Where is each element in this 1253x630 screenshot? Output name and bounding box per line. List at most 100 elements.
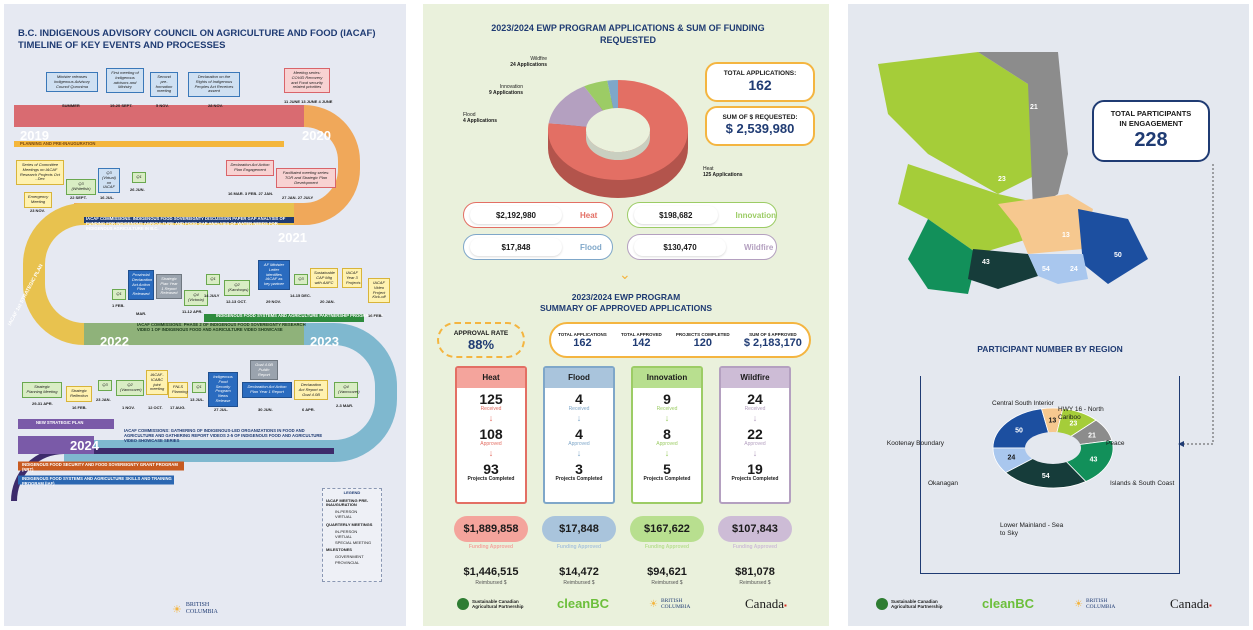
note-event: Q3 [98, 380, 112, 391]
note-date: 14-15 DEC. [290, 293, 311, 298]
note-date: 27 JUL. [214, 407, 229, 412]
region-donut: 50 13 23 21 43 54 24 [992, 407, 1114, 489]
donut-label-innovation: Innovation 9 Applications [489, 84, 523, 96]
note-event: Strategic Plan Year 1 Report Released [156, 274, 182, 300]
received-label: Received [480, 406, 502, 412]
funding-approved-label: Funding Approved [732, 544, 778, 550]
ewp-panel: 2023/2024 EWP PROGRAM APPLICATIONS & SUM… [423, 4, 829, 626]
note-event: Goal 4.0B Public Report [250, 360, 278, 381]
note-event: Q1 [206, 274, 220, 285]
region-name-label: Lower Mainland - Sea to Sky [1000, 522, 1064, 537]
requested-stream-label: Wildfire [744, 242, 774, 252]
map-region-value: 54 [1042, 266, 1050, 273]
funding-approved-amount: $107,843 [718, 516, 792, 542]
map-region-value: 24 [1070, 266, 1078, 273]
note-event: Declaration Act Action Plan Engagement [226, 160, 274, 176]
note-date: 26 JUN. [130, 187, 145, 192]
reimbursed-amount: $81,078 [735, 566, 775, 578]
total-participants-box: TOTAL PARTICIPANTS IN ENGAGEMENT 228 [1092, 100, 1210, 162]
requested-amount: $130,470 [634, 238, 726, 256]
completed-count: 5 [663, 461, 671, 477]
note-event: Q4 (Vancouver) [334, 382, 360, 398]
funding-approved-amount: $167,622 [630, 516, 704, 542]
region-name-label: Peace [1106, 440, 1125, 447]
arrow-down-icon: ↓ [664, 413, 670, 423]
stream-header: Wildfire [721, 368, 789, 388]
note-date: 17 AUG. [170, 405, 186, 410]
legend-group: IACAF MEETING PRE-INAUGURATION [326, 497, 369, 508]
note-event: Second pre-formation meeting [150, 72, 178, 98]
note-event: Strategic Planning Meeting [22, 382, 62, 398]
timeline-panel: B.C. INDIGENOUS ADVISORY COUNCIL ON AGRI… [4, 4, 406, 626]
arrow-down-icon: ↓ [752, 448, 758, 458]
note-event: Q2 (Vancouver) [116, 380, 144, 396]
sun-icon: ☀ [649, 598, 658, 610]
note-event: Strategic Reflection [66, 386, 92, 402]
region-name-label: HWY 16 - North Cariboo [1058, 406, 1104, 421]
map-region-value: 50 [1114, 252, 1122, 259]
band-grant: INDIGENOUS FOOD SECURITY AND FOOD SOVERE… [22, 462, 178, 473]
note-event: Emergency Meeting [24, 192, 52, 208]
funding-approved-amount: $1,889,858 [454, 516, 528, 542]
note-event: Q1 [112, 289, 126, 300]
requested-stream-label: Flood [580, 242, 602, 252]
requested-amount: $198,682 [634, 206, 718, 224]
planning-label: PLANNING AND PRE-INAUGURATION [20, 141, 96, 146]
legend: LEGEND IACAF MEETING PRE-INAUGURATION IN… [322, 488, 382, 582]
note-date: 16 FEB. [368, 313, 383, 318]
approved-count: 108 [479, 426, 503, 442]
note-date: 22 SEPT. [70, 195, 87, 200]
funding-approved-amount: $17,848 [542, 516, 616, 542]
requested-stream-label: Innovation [735, 210, 776, 220]
arrow-down-icon: ↓ [752, 413, 758, 423]
region-name-label: Okanagan [928, 480, 958, 487]
map-region-value: 43 [982, 259, 990, 266]
stat-sum-approved: SUM OF $ APPROVED $ 2,183,170 [743, 331, 802, 349]
requested-pill-innovation: $198,682 Innovation [627, 202, 777, 228]
note-date: 28 NOV. [208, 103, 223, 108]
region-name-label: Islands & South Coast [1110, 480, 1175, 487]
stream-header: Heat [457, 368, 525, 388]
requested-amount: $17,848 [470, 238, 562, 256]
reimbursed-amount: $1,446,515 [463, 566, 519, 578]
requested-stream-label: Heat [580, 210, 598, 220]
legend-group: QUARTERLY MEETINGS [326, 521, 373, 527]
note-event: Q4 (Victoria) [184, 290, 208, 306]
stream-column-wildfire: Wildfire 24 Received ↓ 22 Approved ↓ 19 Projects… [719, 366, 791, 504]
stream-header: Flood [545, 368, 613, 388]
flag-icon: ▪ [1208, 601, 1212, 610]
note-event: AF Minister Letter identifies IACAF as k… [258, 260, 290, 290]
sum-requested-box: SUM OF $ REQUESTED: $ 2,539,980 [705, 106, 815, 146]
note-date: 14 JULY [204, 293, 220, 298]
note-date: 20 JAN. [320, 299, 335, 304]
note-event: First meeting of Indigenous advisors and… [106, 68, 144, 94]
applications-donut [548, 80, 688, 198]
year-2020: 2020 [302, 128, 331, 143]
arrow-down-icon: ↓ [576, 413, 582, 423]
funding-approved-label: Funding Approved [556, 544, 602, 550]
donut-label-wildfire: Wildfire 24 Applications [510, 56, 547, 68]
note-date: 16 JUL. [100, 195, 115, 200]
stream-column-flood: Flood 4 Received ↓ 4 Approved ↓ 3 Projects Compl… [543, 366, 615, 504]
approval-rate-box: APPROVAL RATE 88% [437, 322, 525, 358]
reimbursed-amount: $14,472 [559, 566, 599, 578]
year-2024: 2024 [70, 438, 99, 453]
note-date: 16 MAR. 3 FEB. 27 JAN. [228, 191, 274, 196]
donut-label-heat: Heat 125 Applications [703, 166, 743, 178]
approved-label: Approved [568, 441, 590, 447]
reimbursed-label: Reimbursed $ [651, 580, 683, 586]
arrow-down-icon: ↓ [488, 413, 494, 423]
scap-logo: Sustainable Canadian Agricultural Partne… [457, 598, 532, 610]
region-chart-title: PARTICIPANT NUMBER BY REGION [977, 344, 1123, 354]
note-date: 30 JUN. [258, 407, 273, 412]
connector-line [1178, 164, 1214, 447]
bc-map [878, 52, 1148, 294]
note-date: 12 OCT. [148, 405, 163, 410]
arrow-down-icon: ↓ [488, 448, 494, 458]
note-event: Sustainable CAP Mtg with AAFC [310, 268, 338, 289]
note-event: Q1 [132, 172, 146, 183]
legend-item: PROVINCIAL [335, 559, 360, 565]
note-event: Q2 (Kamloops) [224, 280, 250, 296]
reimbursed-amount: $94,621 [647, 566, 687, 578]
stream-column-innovation: Innovation 9 Received ↓ 8 Approved ↓ 5 Projects … [631, 366, 703, 504]
